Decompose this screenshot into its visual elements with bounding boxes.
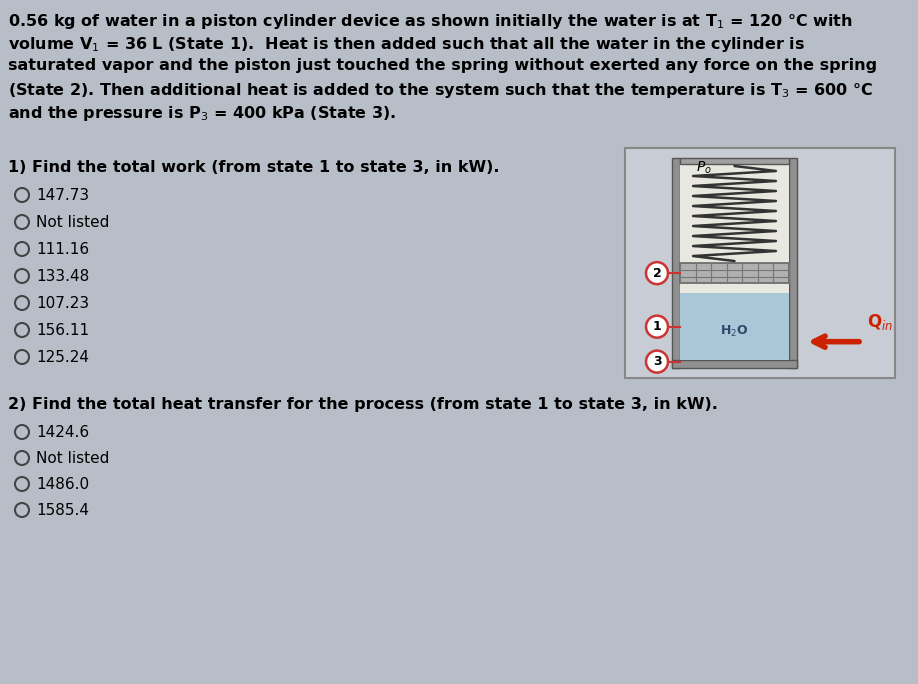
Text: 1: 1: [653, 320, 661, 333]
Text: 1486.0: 1486.0: [36, 477, 89, 492]
Text: saturated vapor and the piston just touched the spring without exerted any force: saturated vapor and the piston just touc…: [8, 58, 877, 73]
Bar: [672, 158, 680, 368]
Text: volume V$_1$ = 36 L (State 1).  Heat is then added such that all the water in th: volume V$_1$ = 36 L (State 1). Heat is t…: [8, 35, 805, 54]
Text: 1) Find the total work (from state 1 to state 3, in kW).: 1) Find the total work (from state 1 to …: [8, 160, 499, 175]
Circle shape: [646, 262, 668, 284]
Text: 133.48: 133.48: [36, 269, 89, 284]
Text: 3: 3: [653, 355, 661, 368]
Circle shape: [646, 316, 668, 338]
Text: and the pressure is P$_3$ = 400 kPa (State 3).: and the pressure is P$_3$ = 400 kPa (Sta…: [8, 104, 397, 123]
Text: 125.24: 125.24: [36, 350, 89, 365]
Text: 0.56 kg of water in a piston cylinder device as shown initially the water is at : 0.56 kg of water in a piston cylinder de…: [8, 12, 853, 31]
Text: Not listed: Not listed: [36, 451, 109, 466]
Bar: [680, 293, 789, 360]
Circle shape: [646, 351, 668, 373]
Text: (State 2). Then additional heat is added to the system such that the temperature: (State 2). Then additional heat is added…: [8, 81, 873, 100]
Text: 2) Find the total heat transfer for the process (from state 1 to state 3, in kW): 2) Find the total heat transfer for the …: [8, 397, 718, 412]
Bar: [680, 158, 789, 360]
Text: 1585.4: 1585.4: [36, 503, 89, 518]
Text: $P_o$: $P_o$: [697, 160, 712, 176]
Bar: [680, 158, 789, 164]
Bar: [625, 148, 895, 378]
Bar: [680, 263, 789, 283]
Text: 111.16: 111.16: [36, 242, 89, 257]
Text: 107.23: 107.23: [36, 296, 89, 311]
Text: Q$_{in}$: Q$_{in}$: [867, 312, 893, 332]
Text: 147.73: 147.73: [36, 188, 89, 203]
Bar: [789, 158, 797, 368]
Text: 156.11: 156.11: [36, 323, 89, 338]
Text: 1424.6: 1424.6: [36, 425, 89, 440]
Bar: [672, 360, 797, 368]
Text: Not listed: Not listed: [36, 215, 109, 230]
Text: H$_2$O: H$_2$O: [721, 324, 749, 339]
Text: 2: 2: [653, 267, 661, 280]
